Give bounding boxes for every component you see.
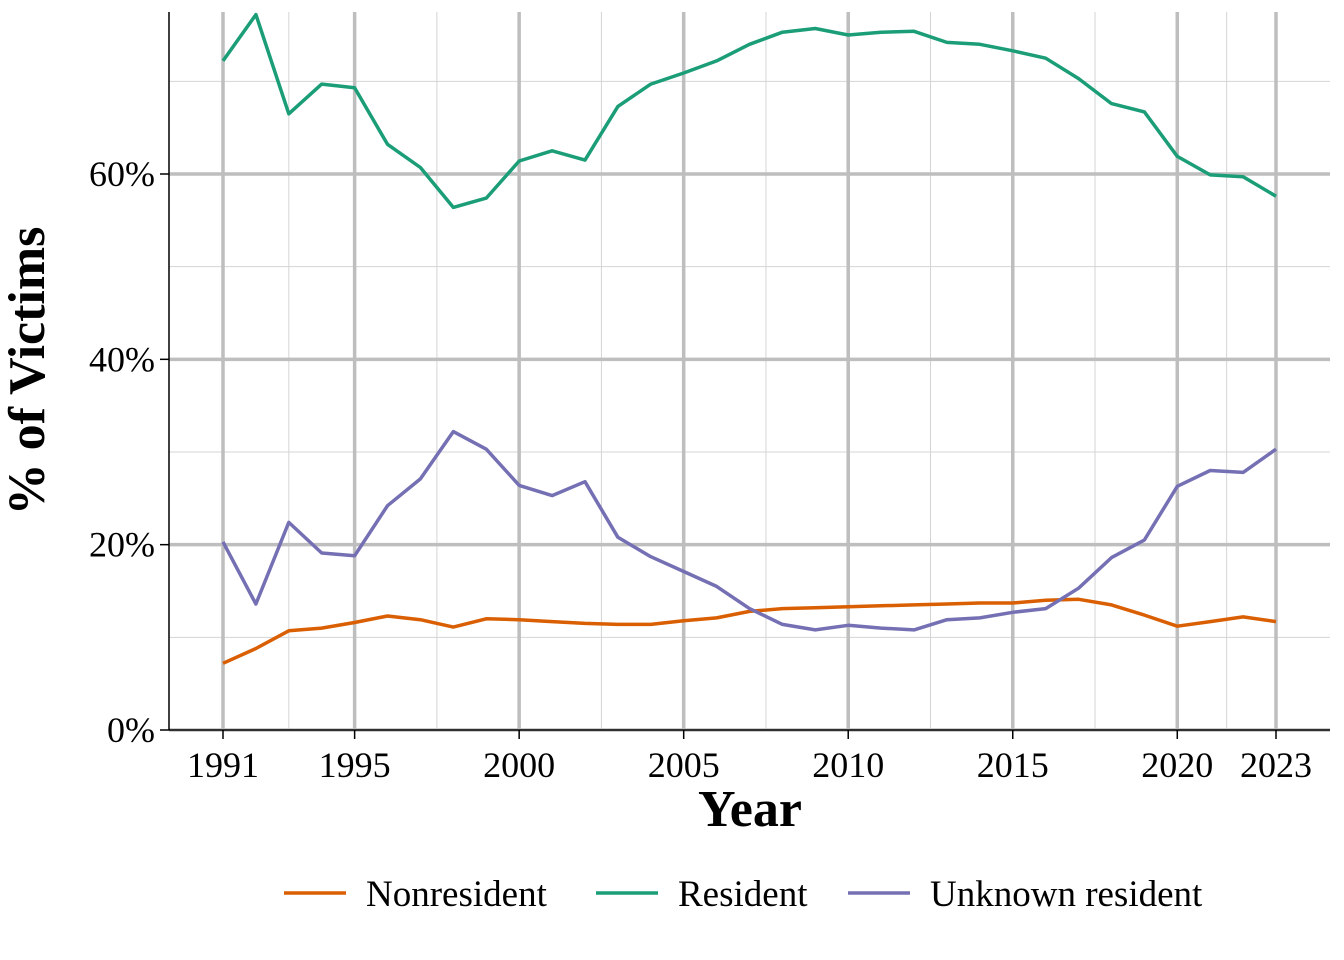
x-tick-label: 2023 xyxy=(1240,745,1312,785)
series-line-unknown-resident xyxy=(221,429,1278,632)
x-tick-label: 2020 xyxy=(1141,745,1213,785)
y-tick-label: 20% xyxy=(89,525,155,565)
x-tick-label: 2010 xyxy=(812,745,884,785)
x-tick-label: 2005 xyxy=(648,745,720,785)
x-axis-title: Year xyxy=(698,781,802,838)
x-ticks: 1991 1995 2000 2005 2010 2015 2020 2023 xyxy=(187,730,1312,785)
legend-label: Resident xyxy=(678,874,808,915)
series-line-resident xyxy=(221,12,1277,210)
series-line-nonresident xyxy=(222,597,1277,665)
x-tick-label: 2000 xyxy=(483,745,555,785)
y-tick-label: 60% xyxy=(89,154,155,194)
legend: Nonresident Resident Unknown resident xyxy=(284,874,1203,915)
y-tick-label: 0% xyxy=(107,710,155,750)
x-tick-label: 1991 xyxy=(187,745,259,785)
x-tick-label: 1995 xyxy=(319,745,391,785)
y-axis-title: % of Victims xyxy=(0,227,56,516)
legend-label: Nonresident xyxy=(366,874,548,915)
legend-label: Unknown resident xyxy=(930,874,1203,915)
y-ticks: 0% 20% 40% 60% xyxy=(89,154,169,750)
grid-lines xyxy=(169,12,1330,732)
y-tick-label: 40% xyxy=(89,339,155,379)
axes xyxy=(168,12,1330,731)
x-tick-label: 2015 xyxy=(977,745,1049,785)
series-lines xyxy=(221,12,1278,665)
